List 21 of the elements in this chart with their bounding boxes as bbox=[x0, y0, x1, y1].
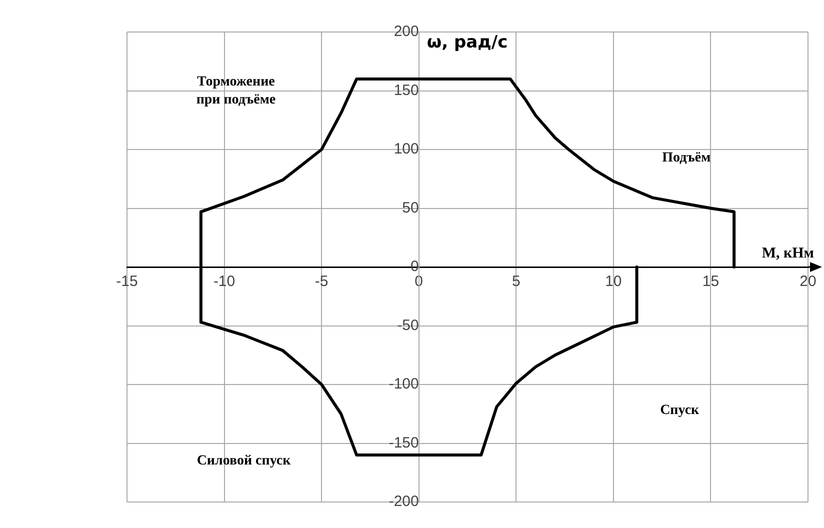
y-tick-label: -50 bbox=[397, 316, 419, 334]
y-tick-label: -150 bbox=[388, 434, 419, 452]
y-tick-label: 50 bbox=[402, 199, 419, 216]
x-tick-label: -5 bbox=[314, 273, 328, 290]
y-axis-title: ω, рад/с bbox=[426, 32, 508, 52]
annotation: Силовой спуск bbox=[196, 453, 292, 468]
y-tick-label: 200 bbox=[394, 23, 419, 40]
annotation: Торможение при подъёме bbox=[196, 74, 276, 108]
x-tick-label: 20 bbox=[800, 273, 816, 290]
x-tick-label: 5 bbox=[512, 273, 520, 290]
x-tick-label: 15 bbox=[702, 273, 720, 290]
annotation: Подъём bbox=[662, 150, 712, 166]
x-axis-title: М, кНм bbox=[762, 245, 814, 262]
y-tick-label: 100 bbox=[394, 140, 419, 158]
x-tick-label: 10 bbox=[605, 273, 622, 290]
y-tick-label: 150 bbox=[394, 82, 419, 99]
y-tick-label: -100 bbox=[388, 376, 419, 393]
annotation: Спуск bbox=[660, 402, 700, 418]
x-tick-label: -10 bbox=[213, 273, 236, 290]
x-tick-label: -15 bbox=[116, 273, 138, 290]
y-tick-label: -200 bbox=[388, 493, 419, 510]
